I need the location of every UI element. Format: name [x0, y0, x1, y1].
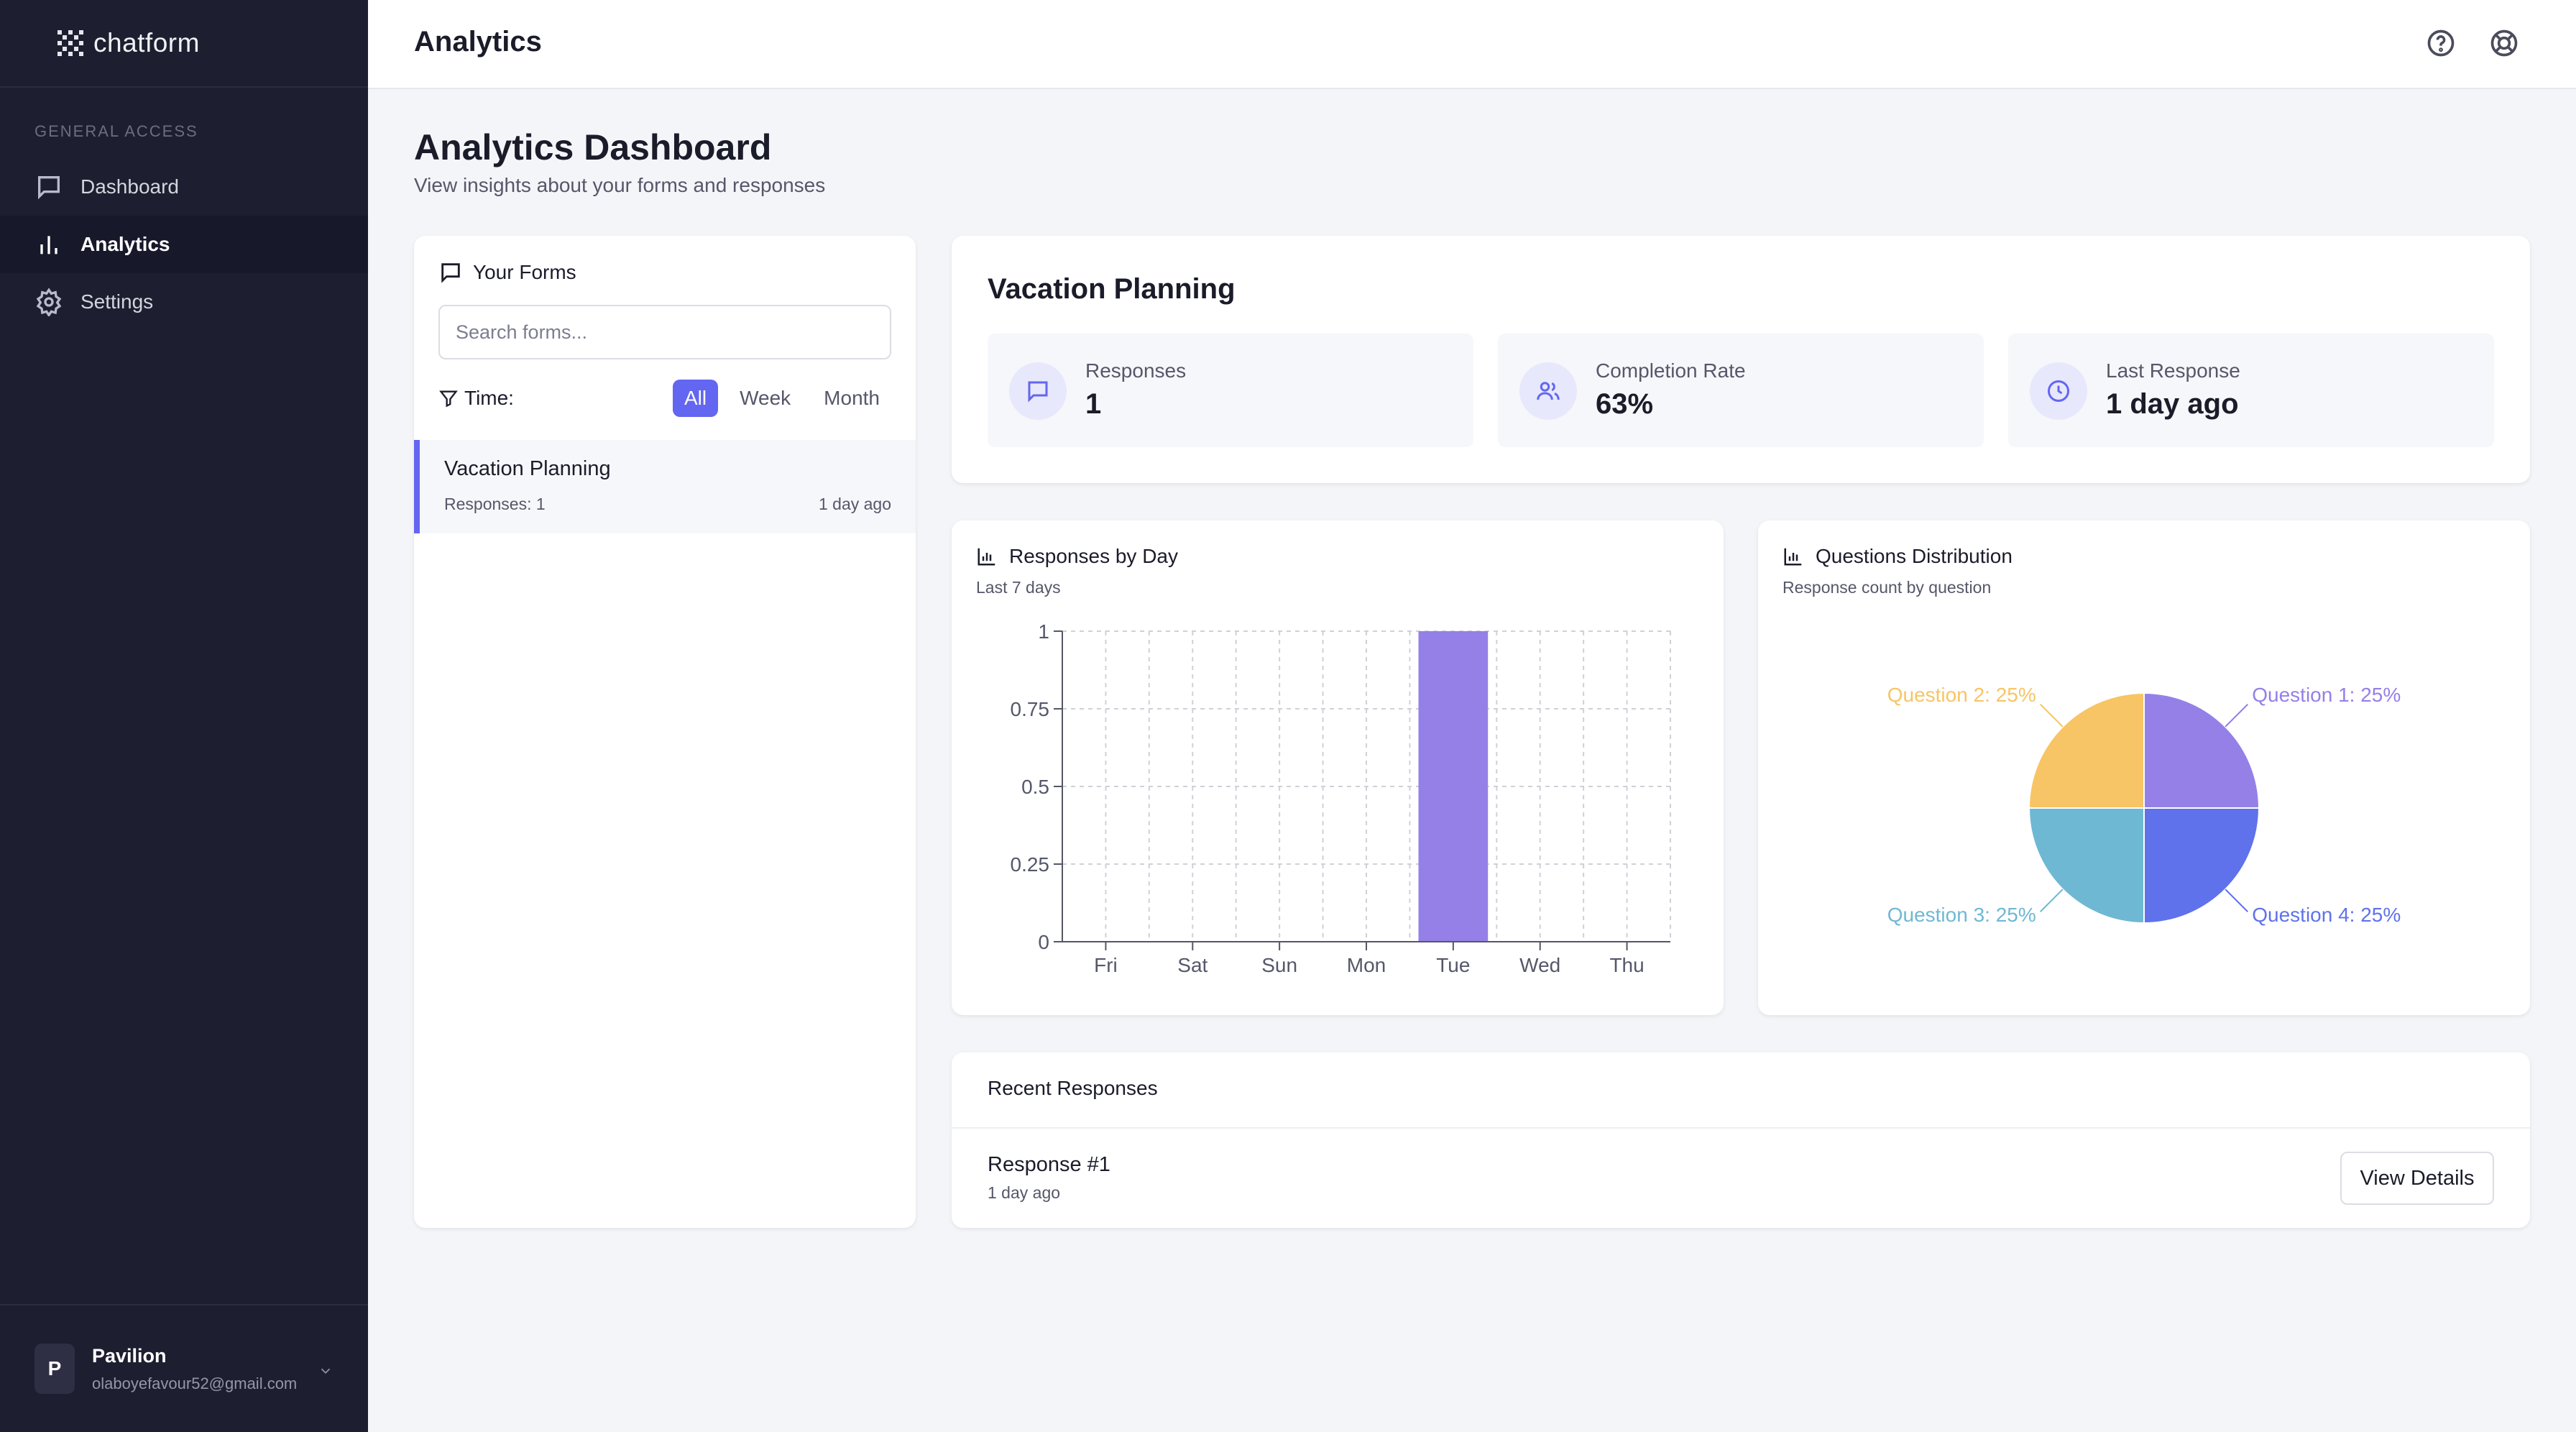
sidebar-nav: Dashboard Analytics Settings	[0, 158, 368, 331]
sidebar: chatform GENERAL ACCESS Dashboard Analyt…	[0, 0, 368, 1432]
y-tick-label: 0.5	[1021, 776, 1049, 798]
questions-pie-chart: Question 1: 25% Question 4: 25% Question 3…	[1887, 684, 2401, 926]
x-tick-label: Mon	[1347, 954, 1386, 976]
divider	[952, 1127, 2530, 1129]
forms-panel-header: Your Forms	[438, 260, 576, 285]
sidebar-item-label: Analytics	[80, 233, 170, 255]
chart-header: Questions Distribution	[1782, 545, 2012, 568]
chart-subtitle: Response count by question	[1782, 578, 1992, 597]
pie-label: Question 1: 25%	[2252, 684, 2401, 706]
form-list-item[interactable]: Vacation Planning Responses: 1 1 day ago	[414, 440, 916, 533]
sidebar-item-label: Settings	[80, 290, 154, 313]
sidebar-item-settings[interactable]: Settings	[0, 273, 368, 331]
filter-week[interactable]: Week	[740, 387, 791, 409]
brand[interactable]: chatform	[0, 0, 368, 88]
y-tick-label: 0.25	[1011, 853, 1050, 876]
x-tick-label: Tue	[1436, 954, 1470, 976]
bar-chart-icon	[34, 230, 63, 259]
page-title: Analytics Dashboard	[414, 127, 772, 167]
y-tick-label: 1	[1038, 620, 1049, 643]
questions-distribution-card: Questions Distribution Response count by…	[1758, 520, 2530, 1015]
chart-subtitle: Last 7 days	[976, 578, 1061, 597]
bar-chart-icon	[1784, 548, 1802, 566]
responses-by-day-card: Responses by Day Last 7 days 0 0.25 0.5 0.7…	[952, 520, 1724, 1015]
message-square-icon	[441, 263, 460, 283]
bar-chart-icon	[978, 548, 995, 566]
recent-responses-card: Recent Responses Response #1 1 day ago V…	[952, 1052, 2530, 1228]
page-subtitle: View insights about your forms and respo…	[414, 174, 826, 196]
view-details-button[interactable]: View Details	[2340, 1152, 2494, 1205]
sidebar-section-label: GENERAL ACCESS	[34, 122, 198, 140]
time-filter-row: Time: All Week Month	[438, 377, 891, 420]
help-icon[interactable]	[2425, 27, 2457, 59]
stat-label: Completion Rate	[1596, 359, 1746, 382]
pie-leader-line	[2040, 889, 2064, 912]
y-tick-label: 0	[1038, 931, 1049, 953]
stat-label: Last Response	[2106, 359, 2240, 382]
message-square-icon	[34, 173, 63, 201]
topbar: Analytics	[368, 0, 2576, 89]
x-tick-label: Thu	[1609, 954, 1644, 976]
pie-leader-line	[2040, 704, 2064, 728]
filter-icon	[439, 390, 458, 408]
stat-value: 1 day ago	[2106, 388, 2239, 420]
bar-tue	[1418, 631, 1489, 942]
clock-icon	[2030, 362, 2087, 420]
stat-label: Responses	[1085, 359, 1187, 382]
pie-leader-line	[2225, 889, 2248, 912]
chevron-down-icon	[321, 1368, 331, 1374]
x-tick-label: Fri	[1094, 954, 1118, 976]
sidebar-item-label: Dashboard	[80, 175, 179, 198]
form-last-updated: 1 day ago	[818, 495, 891, 513]
pie-label: Question 3: 25%	[1887, 904, 2036, 926]
avatar: P	[34, 1344, 75, 1394]
users-icon	[1519, 362, 1577, 420]
time-label-text: Time:	[464, 387, 514, 409]
topbar-title: Analytics	[414, 26, 542, 58]
x-tick-label: Wed	[1519, 954, 1560, 976]
form-summary-title: Vacation Planning	[988, 273, 1236, 305]
time-filters: All Week Month	[672, 380, 891, 417]
stat-value: 63%	[1596, 388, 1654, 420]
user-email: olaboyefavour52@gmail.com	[92, 1374, 298, 1392]
response-name: Response #1	[988, 1153, 1110, 1176]
chart-header: Responses by Day	[976, 545, 1178, 568]
filter-all[interactable]: All	[672, 380, 719, 417]
x-tick-label: Sun	[1261, 954, 1297, 976]
response-time: 1 day ago	[988, 1183, 1061, 1202]
pie-leader-line	[2225, 704, 2248, 728]
form-summary-card: Vacation Planning Responses 1 Completion…	[952, 236, 2530, 483]
recent-responses-title: Recent Responses	[988, 1077, 1158, 1099]
time-filter-label: Time:	[438, 387, 514, 410]
user-name: Pavilion	[92, 1344, 167, 1367]
stat-responses: Responses 1	[988, 334, 1473, 447]
chart-title: Questions Distribution	[1816, 545, 2012, 567]
y-tick-label: 0.75	[1011, 698, 1050, 720]
form-name: Vacation Planning	[444, 457, 611, 480]
support-icon[interactable]	[2488, 27, 2520, 59]
x-tick-label: Sat	[1177, 954, 1208, 976]
chart-title: Responses by Day	[1009, 545, 1179, 567]
sidebar-item-dashboard[interactable]: Dashboard	[0, 158, 368, 216]
forms-panel-title: Your Forms	[473, 261, 576, 283]
pie-label: Question 4: 25%	[2252, 904, 2401, 926]
sidebar-item-analytics[interactable]: Analytics	[0, 216, 368, 273]
pie-label: Question 2: 25%	[1887, 684, 2036, 706]
user-menu[interactable]: P Pavilion olaboyefavour52@gmail.com	[0, 1304, 368, 1432]
stat-last-response: Last Response 1 day ago	[2008, 334, 2494, 447]
brand-name: chatform	[93, 28, 200, 58]
responses-bar-chart: 0 0.25 0.5 0.75 1 Fri Sat Sun Mon Tue Wed Thu	[1011, 620, 1671, 976]
stat-completion-rate: Completion Rate 63%	[1498, 334, 1984, 447]
message-square-icon	[1009, 362, 1067, 420]
chatform-logo-icon	[58, 30, 83, 56]
forms-panel: Your Forms Time: All Week Month Vacation…	[414, 236, 916, 1228]
stat-value: 1	[1085, 388, 1102, 420]
gear-icon	[34, 288, 63, 318]
filter-month[interactable]: Month	[824, 387, 880, 409]
form-response-count: Responses: 1	[444, 495, 546, 513]
search-input[interactable]	[438, 305, 891, 359]
